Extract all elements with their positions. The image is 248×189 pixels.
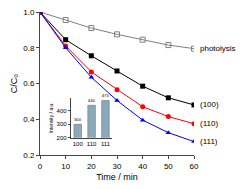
svg-text:0.2: 0.2: [23, 151, 35, 160]
svg-text:10: 10: [61, 162, 70, 171]
svg-text:0.8: 0.8: [23, 44, 35, 53]
svg-text:30: 30: [113, 162, 122, 171]
svg-text:300: 300: [74, 117, 82, 122]
svg-text:300: 300: [57, 121, 68, 127]
svg-text:(111): (111): [200, 137, 218, 146]
svg-text:photolysis: photolysis: [200, 44, 236, 53]
svg-text:Intensity / a.u.: Intensity / a.u.: [48, 102, 54, 133]
svg-text:110: 110: [87, 141, 97, 147]
svg-text:20: 20: [87, 162, 96, 171]
svg-text:(100): (100): [200, 100, 219, 109]
svg-text:(110): (110): [200, 119, 218, 128]
svg-text:111: 111: [101, 141, 111, 147]
svg-text:0.6: 0.6: [23, 79, 35, 88]
svg-text:C/C₀: C/C₀: [9, 74, 19, 93]
svg-text:50: 50: [164, 162, 173, 171]
svg-text:Time / min: Time / min: [96, 172, 138, 182]
svg-text:0: 0: [38, 162, 43, 171]
svg-text:1.0: 1.0: [23, 8, 35, 17]
svg-text:100: 100: [73, 141, 84, 147]
svg-text:440: 440: [88, 98, 96, 103]
svg-text:200: 200: [57, 135, 68, 141]
svg-text:40: 40: [138, 162, 147, 171]
svg-text:0.4: 0.4: [23, 115, 35, 124]
svg-text:400: 400: [57, 108, 68, 114]
svg-text:60: 60: [190, 162, 199, 171]
svg-text:475: 475: [102, 93, 110, 98]
